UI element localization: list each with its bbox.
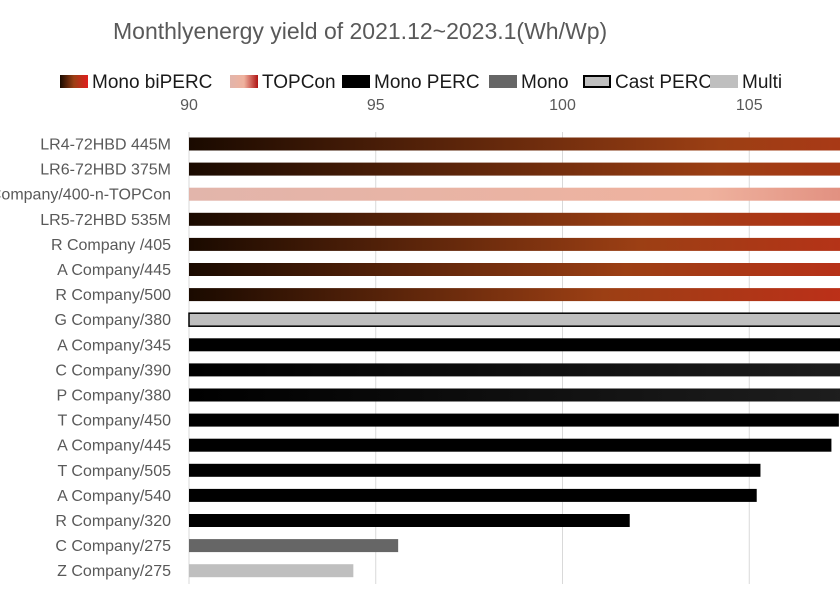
category-label: R Company /405 xyxy=(51,237,171,254)
bar xyxy=(189,539,399,553)
legend-label: Mono xyxy=(521,72,569,93)
legend-label: TOPCon xyxy=(262,72,336,93)
bar xyxy=(189,363,840,377)
bar xyxy=(189,212,840,226)
category-label: LR6-72HBD 375M xyxy=(40,162,171,179)
category-label: A Company/445 xyxy=(57,262,171,279)
bar xyxy=(189,288,840,302)
bar xyxy=(189,514,630,527)
legend-swatch xyxy=(342,75,370,88)
legend-swatch xyxy=(710,75,738,88)
x-tick-label: 100 xyxy=(549,97,576,114)
category-label: A Company/540 xyxy=(57,488,171,505)
legend-swatch xyxy=(489,75,517,88)
category-label: T Company/505 xyxy=(57,463,171,480)
category-label: A Company/445 xyxy=(57,438,171,455)
bar xyxy=(189,338,840,352)
legend-label: Multi xyxy=(742,72,783,93)
bar xyxy=(189,162,840,176)
bar xyxy=(189,187,840,201)
bar xyxy=(189,263,840,276)
category-label: R Company/320 xyxy=(55,513,171,530)
category-label: A Company/345 xyxy=(57,337,171,354)
bar xyxy=(189,438,832,452)
bar xyxy=(189,388,840,402)
legend-label: Cast PERC xyxy=(615,72,713,93)
bar xyxy=(189,564,354,578)
category-label: C Company/275 xyxy=(55,538,171,555)
category-label: J Company/400-n-TOPCon xyxy=(0,187,171,204)
category-label: R Company/500 xyxy=(55,287,171,304)
category-label: C Company/390 xyxy=(55,362,171,379)
category-label: G Company/380 xyxy=(54,312,171,329)
bar xyxy=(189,488,757,502)
legend-swatch xyxy=(583,75,611,88)
category-label: LR5-72HBD 535M xyxy=(40,212,171,229)
x-tick-label: 105 xyxy=(736,97,763,114)
category-label: Z Company/275 xyxy=(57,563,171,580)
x-tick-label: 95 xyxy=(367,97,385,114)
category-label: LR4-72HBD 445M xyxy=(40,137,171,154)
x-tick-label: 90 xyxy=(180,97,198,114)
category-label: P Company/380 xyxy=(57,388,172,405)
chart-title: Monthlyenergy yield of 2021.12~2023.1(Wh… xyxy=(113,18,608,44)
legend-label: Mono PERC xyxy=(374,72,480,93)
bar xyxy=(189,413,839,427)
legend-swatch xyxy=(60,75,88,88)
bar xyxy=(189,237,840,251)
category-label: T Company/450 xyxy=(57,413,171,430)
bar xyxy=(188,312,840,327)
legend-swatch xyxy=(230,75,258,88)
bar xyxy=(189,137,840,151)
bar xyxy=(189,463,761,477)
legend-label: Mono biPERC xyxy=(92,72,213,93)
